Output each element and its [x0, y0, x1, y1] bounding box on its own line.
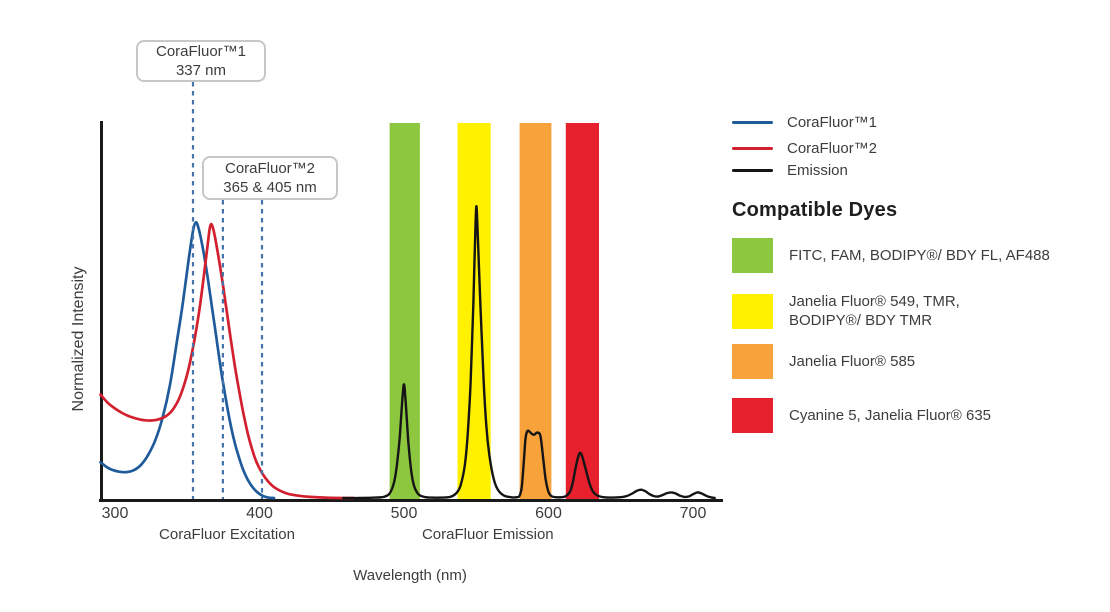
dye-label: Cyanine 5, Janelia Fluor® 635	[789, 407, 992, 424]
series-corafluor1-excitation	[99, 221, 276, 500]
dye-label: FITC, FAM, BODIPY®/ BDY FL, AF488	[789, 247, 1050, 264]
x-tick-label: 500	[390, 505, 418, 522]
callout-corafluor2: CoraFluor™2 365 & 405 nm	[202, 156, 338, 200]
legend-line-corafluor2	[732, 146, 773, 150]
callout-corafluor1: CoraFluor™1 337 nm	[136, 40, 266, 82]
dye-swatch-yellow	[732, 293, 773, 329]
callout-corafluor2-wavelength: 365 & 405 nm	[223, 179, 317, 196]
legend-line-emission	[732, 168, 773, 172]
x-tick-label: 600	[535, 505, 562, 522]
x-tick-label: 700	[679, 505, 707, 522]
band-green	[389, 123, 420, 501]
dye-item-red: Cyanine 5, Janelia Fluor® 635	[732, 398, 991, 433]
x-section-label: CoraFluor Excitation	[159, 526, 295, 543]
callout-corafluor1-wavelength: 337 nm	[175, 62, 227, 79]
dye-label: Janelia Fluor® 549, TMR, BODIPY®/ BDY TM…	[789, 293, 960, 329]
dye-swatch-red	[732, 398, 773, 433]
compatible-dyes-heading: Compatible Dyes	[732, 199, 898, 221]
legend-line-corafluor1	[732, 120, 773, 124]
y-axis-label: Normalized Intensity	[70, 266, 87, 412]
callout-corafluor2-name: CoraFluor™2	[224, 160, 316, 177]
band-red	[565, 123, 599, 501]
x-tick-label: 400	[246, 505, 273, 522]
series-corafluor2-excitation	[99, 222, 355, 500]
series-emission	[342, 205, 716, 500]
dye-item-yellow: Janelia Fluor® 549, TMR, BODIPY®/ BDY TM…	[732, 292, 960, 330]
callout-corafluor1-name: CoraFluor™1	[155, 43, 247, 60]
legend: CoraFluor™1 CoraFluor™2 Emission	[732, 112, 877, 180]
legend-item-emission: Emission	[732, 160, 877, 180]
legend-label: CoraFluor™1	[787, 113, 878, 131]
dye-swatch-orange	[732, 344, 773, 379]
dye-item-orange: Janelia Fluor® 585	[732, 344, 915, 379]
x-tick-label: 300	[101, 505, 129, 522]
legend-item-corafluor1: CoraFluor™1	[732, 112, 877, 132]
dye-swatch-green	[732, 238, 773, 273]
legend-label: Emission	[787, 161, 848, 179]
dye-item-green: FITC, FAM, BODIPY®/ BDY FL, AF488	[732, 238, 1050, 273]
legend-label: CoraFluor™2	[787, 139, 878, 157]
legend-item-corafluor2: CoraFluor™2	[732, 138, 877, 158]
x-section-label: CoraFluor Emission	[421, 526, 554, 543]
x-axis-label: Wavelength (nm)	[353, 567, 467, 584]
dye-label: Janelia Fluor® 585	[789, 353, 916, 370]
